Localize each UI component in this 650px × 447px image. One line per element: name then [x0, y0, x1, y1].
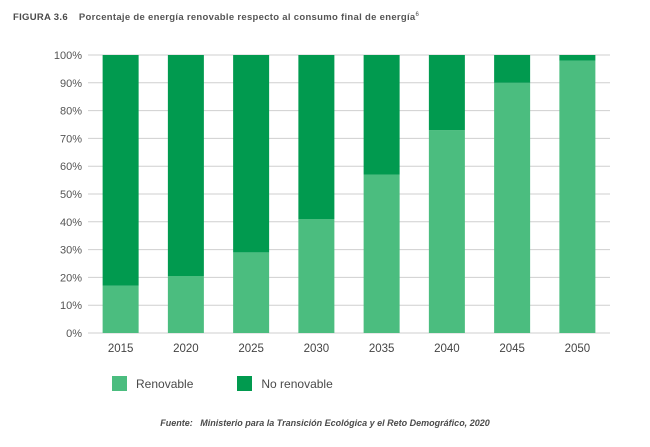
chart-title: Porcentaje de energía renovable respecto… — [78, 12, 416, 24]
x-tick-label: 2015 — [108, 343, 134, 355]
bar-no-renovable-2015 — [102, 55, 139, 286]
bar-no-renovable-2040 — [428, 55, 465, 131]
x-tick-label: 2025 — [238, 343, 264, 355]
y-tick-label: 50% — [60, 189, 82, 201]
x-tick-label: 2020 — [173, 343, 199, 355]
figure-header: FIGURA 3.6 Porcentaje de energía renovab… — [13, 12, 419, 23]
y-tick-label: 40% — [60, 217, 82, 229]
figure-label: FIGURA 3.6 — [13, 12, 68, 24]
legend-label-renovable: Renovable — [136, 376, 194, 391]
y-tick-label: 20% — [60, 272, 82, 284]
y-tick-label: 90% — [60, 78, 82, 90]
x-tick-label: 2035 — [369, 343, 395, 355]
bar-renovable-2035 — [363, 174, 400, 333]
legend-swatch-no-renovable — [237, 376, 253, 391]
source-label: Fuente: — [160, 418, 193, 428]
legend-label-no-renovable: No renovable — [261, 376, 333, 391]
bar-renovable-2025 — [233, 252, 270, 333]
y-tick-label: 10% — [60, 300, 82, 312]
legend-item-renovable: Renovable — [112, 376, 193, 391]
bar-renovable-2020 — [167, 276, 204, 333]
footnote-mark: 6 — [415, 12, 420, 18]
bar-no-renovable-2030 — [298, 55, 335, 220]
chart-legend: Renovable No renovable — [112, 376, 377, 391]
legend-item-no-renovable: No renovable — [237, 376, 333, 391]
x-tick-label: 2050 — [565, 343, 591, 355]
x-tick-label: 2030 — [304, 343, 330, 355]
bar-no-renovable-2035 — [363, 55, 400, 175]
legend-swatch-renovable — [112, 376, 127, 391]
y-tick-label: 30% — [60, 245, 82, 257]
x-tick-label: 2045 — [499, 343, 525, 355]
bar-no-renovable-2050 — [559, 55, 596, 61]
bar-renovable-2040 — [428, 130, 465, 333]
bar-renovable-2045 — [494, 82, 531, 333]
y-tick-label: 0% — [66, 328, 82, 340]
y-tick-label: 100% — [54, 50, 82, 62]
bar-renovable-2050 — [559, 60, 596, 334]
bar-renovable-2030 — [298, 219, 335, 333]
bar-no-renovable-2025 — [233, 55, 270, 253]
bar-no-renovable-2020 — [167, 55, 204, 277]
bar-renovable-2015 — [102, 285, 139, 333]
source-note: Fuente: Ministerio para la Transición Ec… — [0, 418, 650, 428]
x-tick-label: 2040 — [434, 343, 460, 355]
stacked-bar-chart: 0% 10% 20% 30% 40% 50% 60% 70% 80% 90% 100% 2015 202… — [54, 50, 610, 355]
y-tick-label: 60% — [60, 161, 82, 173]
source-text: Ministerio para la Transición Ecológica … — [200, 418, 490, 428]
bar-no-renovable-2045 — [494, 55, 531, 83]
y-tick-label: 70% — [60, 133, 82, 145]
y-tick-label: 80% — [60, 106, 82, 118]
